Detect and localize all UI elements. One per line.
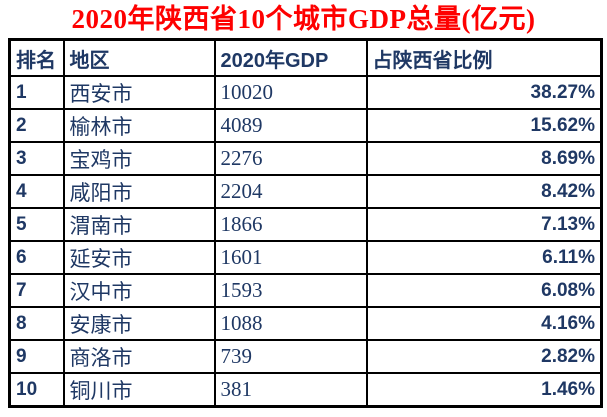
rank-cell: 8: [8, 306, 65, 341]
city-cell: 咸阳市: [62, 174, 216, 209]
gdp-cell: 1593: [213, 273, 368, 308]
city-cell: 安康市: [62, 306, 216, 341]
gdp-cell: 1088: [213, 306, 368, 341]
rank-cell: 6: [8, 240, 65, 275]
gdp-cell: 2204: [213, 174, 368, 209]
rank-cell: 10: [8, 372, 65, 408]
share-cell: 1.46%: [365, 372, 603, 408]
table-body: 1 西安市 10020 38.27% 2 榆林市 4089 15.62% 3 宝…: [8, 75, 603, 408]
city-cell: 铜川市: [62, 372, 216, 408]
city-cell: 榆林市: [62, 108, 216, 143]
share-cell: 7.13%: [365, 207, 603, 242]
gdp-cell: 4089: [213, 108, 368, 143]
rank-cell: 5: [8, 207, 65, 242]
table-row: 6 延安市 1601 6.11%: [8, 240, 603, 275]
table-row: 9 商洛市 739 2.82%: [8, 339, 603, 374]
table-row: 8 安康市 1088 4.16%: [8, 306, 603, 341]
gdp-cell: 10020: [213, 75, 368, 110]
column-header-rank: 排名: [8, 38, 65, 77]
column-header-gdp: 2020年GDP: [213, 38, 368, 77]
city-cell: 渭南市: [62, 207, 216, 242]
table-row: 4 咸阳市 2204 8.42%: [8, 174, 603, 209]
rank-cell: 7: [8, 273, 65, 308]
city-cell: 宝鸡市: [62, 141, 216, 176]
share-cell: 6.11%: [365, 240, 603, 275]
city-cell: 西安市: [62, 75, 216, 110]
gdp-cell: 2276: [213, 141, 368, 176]
rank-cell: 4: [8, 174, 65, 209]
column-header-share: 占陕西省比例: [365, 38, 603, 77]
table-row: 3 宝鸡市 2276 8.69%: [8, 141, 603, 176]
table-header: 排名 地区 2020年GDP 占陕西省比例: [8, 38, 603, 77]
rank-cell: 3: [8, 141, 65, 176]
table-title: 2020年陕西省10个城市GDP总量(亿元): [71, 4, 536, 34]
share-cell: 4.16%: [365, 306, 603, 341]
city-cell: 延安市: [62, 240, 216, 275]
city-cell: 商洛市: [62, 339, 216, 374]
gdp-table: 排名 地区 2020年GDP 占陕西省比例 1 西安市 10020 38.27%…: [8, 38, 603, 408]
share-cell: 38.27%: [365, 75, 603, 110]
gdp-cell: 381: [213, 372, 368, 408]
rank-cell: 9: [8, 339, 65, 374]
gdp-cell: 739: [213, 339, 368, 374]
header-row: 排名 地区 2020年GDP 占陕西省比例: [8, 38, 603, 77]
city-cell: 汉中市: [62, 273, 216, 308]
table-row: 1 西安市 10020 38.27%: [8, 75, 603, 110]
rank-cell: 2: [8, 108, 65, 143]
table-row: 5 渭南市 1866 7.13%: [8, 207, 603, 242]
table-row: 10 铜川市 381 1.46%: [8, 372, 603, 408]
share-cell: 15.62%: [365, 108, 603, 143]
column-header-city: 地区: [62, 38, 216, 77]
table-row: 2 榆林市 4089 15.62%: [8, 108, 603, 143]
share-cell: 6.08%: [365, 273, 603, 308]
share-cell: 8.69%: [365, 141, 603, 176]
gdp-cell: 1601: [213, 240, 368, 275]
rank-cell: 1: [8, 75, 65, 110]
share-cell: 8.42%: [365, 174, 603, 209]
gdp-cell: 1866: [213, 207, 368, 242]
table-row: 7 汉中市 1593 6.08%: [8, 273, 603, 308]
share-cell: 2.82%: [365, 339, 603, 374]
